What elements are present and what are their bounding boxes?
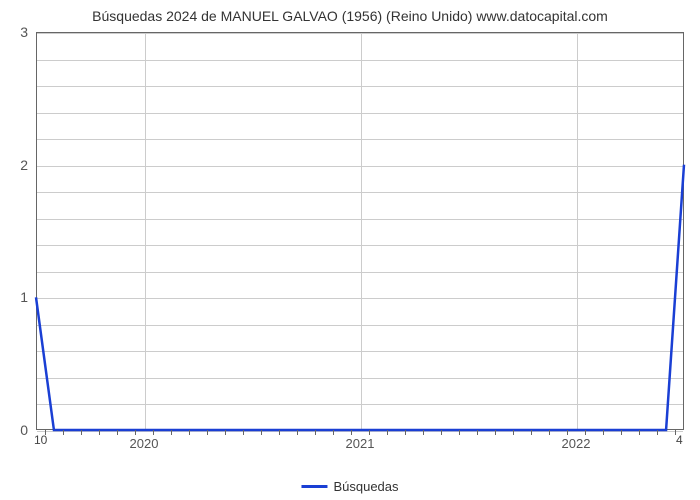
x-minor-tick — [621, 430, 622, 435]
x-minor-tick — [225, 430, 226, 435]
endpoint-label: 4 — [676, 433, 683, 447]
x-minor-tick — [261, 430, 262, 435]
x-minor-tick — [117, 430, 118, 435]
y-tick-label: 0 — [4, 422, 28, 438]
x-minor-tick — [585, 430, 586, 435]
legend: Búsquedas — [301, 479, 398, 494]
x-minor-tick — [315, 430, 316, 435]
x-minor-tick — [189, 430, 190, 435]
x-minor-tick — [513, 430, 514, 435]
x-minor-tick — [81, 430, 82, 435]
y-tick-label: 3 — [4, 24, 28, 40]
x-tick-label: 2022 — [562, 436, 591, 451]
x-minor-tick — [441, 430, 442, 435]
line-series — [36, 32, 684, 430]
x-tick-label: 2021 — [346, 436, 375, 451]
x-minor-tick — [171, 430, 172, 435]
x-minor-tick — [639, 430, 640, 435]
x-minor-tick — [243, 430, 244, 435]
legend-label: Búsquedas — [333, 479, 398, 494]
x-tick-label: 2020 — [130, 436, 159, 451]
x-minor-tick — [387, 430, 388, 435]
x-minor-tick — [351, 430, 352, 435]
x-minor-tick — [549, 430, 550, 435]
x-minor-tick — [369, 430, 370, 435]
x-minor-tick — [423, 430, 424, 435]
x-minor-tick — [495, 430, 496, 435]
y-tick-label: 1 — [4, 289, 28, 305]
x-minor-tick — [153, 430, 154, 435]
x-minor-tick — [477, 430, 478, 435]
chart-title: Búsquedas 2024 de MANUEL GALVAO (1956) (… — [0, 0, 700, 24]
x-minor-tick — [459, 430, 460, 435]
x-minor-tick — [333, 430, 334, 435]
x-minor-tick — [531, 430, 532, 435]
legend-swatch — [301, 485, 327, 488]
x-minor-tick — [567, 430, 568, 435]
x-minor-tick — [657, 430, 658, 435]
x-minor-tick — [63, 430, 64, 435]
x-minor-tick — [279, 430, 280, 435]
y-tick-label: 2 — [4, 157, 28, 173]
x-minor-tick — [405, 430, 406, 435]
x-minor-tick — [135, 430, 136, 435]
endpoint-label: 10 — [34, 433, 47, 447]
x-minor-tick — [99, 430, 100, 435]
x-minor-tick — [207, 430, 208, 435]
x-minor-tick — [297, 430, 298, 435]
x-minor-tick — [603, 430, 604, 435]
chart-area: 0123202020212022104 — [36, 32, 684, 452]
